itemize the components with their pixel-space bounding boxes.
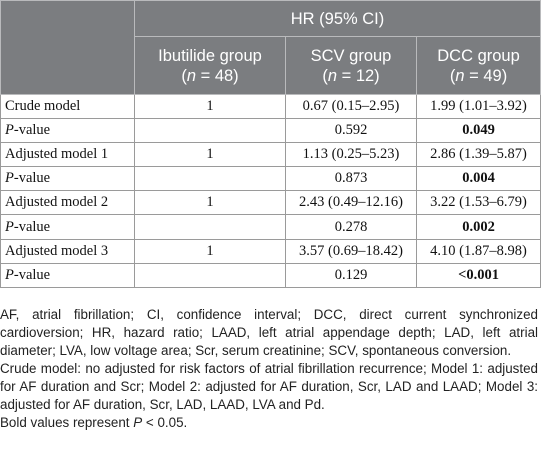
cell-dcc: <0.001 bbox=[415, 262, 542, 288]
row-label: P-value bbox=[0, 214, 135, 240]
cell-scv: 0.592 bbox=[285, 118, 417, 144]
cell-scv: 2.43 (0.49–12.16) bbox=[285, 190, 417, 216]
cell-scv: 0.67 (0.15–2.95) bbox=[285, 93, 417, 120]
cell-ibutilide bbox=[134, 118, 286, 144]
cell-ibutilide: 1 bbox=[134, 190, 286, 216]
table-row-crude: Crude model 1 0.67 (0.15–2.95) 1.99 (1.0… bbox=[0, 93, 542, 120]
table-footnotes: AF, atrial fibrillation; CI, confidence … bbox=[0, 306, 538, 432]
cell-dcc: 3.22 (1.53–6.79) bbox=[415, 190, 542, 216]
column-n: (n = 48) bbox=[181, 66, 239, 85]
header-row-columns: Ibutilide group (n = 48) SCV group (n = … bbox=[1, 36, 542, 95]
column-name: Ibutilide group bbox=[158, 46, 262, 65]
cell-ibutilide: 1 bbox=[134, 238, 286, 264]
cell-dcc: 0.049 bbox=[415, 118, 542, 144]
cell-scv: 0.873 bbox=[285, 166, 417, 192]
table-row-pvalue-model-2: P-value 0.278 0.002 bbox=[0, 214, 542, 240]
table-row-pvalue-model-3: P-value 0.129 <0.001 bbox=[0, 262, 542, 288]
column-n: (n = 49) bbox=[449, 66, 508, 85]
column-name: SCV group bbox=[310, 46, 392, 65]
table-row-model-1: Adjusted model 1 1 1.13 (0.25–5.23) 2.86… bbox=[0, 142, 542, 168]
row-label: P-value bbox=[0, 262, 135, 288]
row-label: Adjusted model 2 bbox=[0, 190, 135, 216]
column-header-dcc: DCC group (n = 49) bbox=[415, 36, 542, 95]
row-label: P-value bbox=[0, 118, 135, 144]
column-header-scv: SCV group (n = 12) bbox=[285, 36, 417, 95]
column-header-ibutilide: Ibutilide group (n = 48) bbox=[134, 36, 286, 95]
cell-ibutilide bbox=[134, 262, 286, 288]
cell-scv: 1.13 (0.25–5.23) bbox=[285, 142, 417, 168]
cell-dcc: 2.86 (1.39–5.87) bbox=[415, 142, 542, 168]
bold-values-note: Bold values represent P < 0.05. bbox=[0, 415, 188, 430]
cell-dcc: 1.99 (1.01–3.92) bbox=[415, 93, 542, 120]
table-row-pvalue-crude: P-value 0.592 0.049 bbox=[0, 118, 542, 144]
row-label: P-value bbox=[0, 166, 135, 192]
row-label: Adjusted model 1 bbox=[0, 142, 135, 168]
header-blank-cell bbox=[0, 0, 135, 95]
column-name: DCC group bbox=[437, 46, 520, 65]
table-row-model-2: Adjusted model 2 1 2.43 (0.49–12.16) 3.2… bbox=[0, 190, 542, 216]
cell-dcc: 0.002 bbox=[415, 214, 542, 240]
models-note: Crude model: no adjusted for risk factor… bbox=[0, 361, 538, 412]
header-row-group: HR (95% CI) bbox=[0, 0, 542, 95]
cell-ibutilide bbox=[134, 166, 286, 192]
abbreviations-note: AF, atrial fibrillation; CI, confidence … bbox=[0, 307, 538, 358]
row-label: Adjusted model 3 bbox=[0, 238, 135, 264]
hazard-ratio-table: HR (95% CI) Ibutilide group (n = 48) SCV… bbox=[0, 0, 542, 288]
row-label: Crude model bbox=[0, 93, 135, 120]
cell-scv: 3.57 (0.69–18.42) bbox=[285, 238, 417, 264]
cell-ibutilide: 1 bbox=[134, 93, 286, 120]
table-row-model-3: Adjusted model 3 1 3.57 (0.69–18.42) 4.1… bbox=[0, 238, 542, 264]
cell-ibutilide bbox=[134, 214, 286, 240]
cell-dcc: 0.004 bbox=[415, 166, 542, 192]
cell-ibutilide: 1 bbox=[134, 142, 286, 168]
column-n: (n = 12) bbox=[322, 66, 380, 85]
cell-scv: 0.129 bbox=[285, 262, 417, 288]
table-row-pvalue-model-1: P-value 0.873 0.004 bbox=[0, 166, 542, 192]
cell-dcc: 4.10 (1.87–8.98) bbox=[415, 238, 542, 264]
hr-group-header: HR (95% CI) bbox=[133, 0, 542, 37]
cell-scv: 0.278 bbox=[285, 214, 417, 240]
